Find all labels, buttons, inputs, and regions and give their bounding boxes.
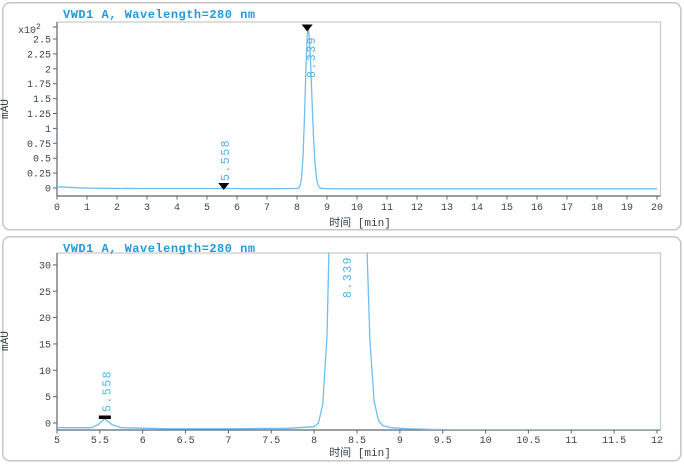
y-tick-label: 5 xyxy=(45,393,51,404)
peak-retention-label: 8.339 xyxy=(342,256,355,298)
y-tick-label: 2.5 xyxy=(33,36,51,47)
x-tick-label: 3 xyxy=(144,203,150,214)
y-axis-ticks: 0 0.25 0.5 0.75 1 1.25 1.5 1.75 2 2.25 2.5 xyxy=(27,26,57,196)
x-tick-label: 2 xyxy=(114,203,120,214)
x-tick-label: 9 xyxy=(397,436,403,447)
peak-marker-triangle xyxy=(301,24,313,32)
x-tick-label: 5.5 xyxy=(91,436,109,447)
panel-title-top: VWD1 A, Wavelength=280 nm xyxy=(63,8,256,22)
x-tick-label: 19 xyxy=(621,203,633,214)
x-tick-label: 7 xyxy=(264,203,270,214)
y-tick-label: 25 xyxy=(39,288,51,299)
chromatogram-trace xyxy=(57,27,657,190)
y-tick-label: 2 xyxy=(45,65,51,76)
peak-marker-dash xyxy=(98,415,111,419)
x-tick-label: 15 xyxy=(501,203,513,214)
x-tick-label: 10 xyxy=(480,436,492,447)
x-axis-title-bottom: 时间 [min] xyxy=(329,448,391,460)
y-tick-label: 30 xyxy=(39,261,51,272)
y-tick-label: 2.25 xyxy=(27,50,51,61)
x-tick-label: 0 xyxy=(54,203,60,214)
x-tick-label: 11 xyxy=(381,203,393,214)
y-tick-label: 1.25 xyxy=(27,110,51,121)
panel-border xyxy=(2,2,682,231)
peak-retention-label: 5.558 xyxy=(101,370,114,412)
peak-marker-triangle xyxy=(218,183,230,190)
plot-frame xyxy=(57,21,662,196)
x-tick-label: 1 xyxy=(84,203,90,214)
x-tick-label: 10.5 xyxy=(516,436,540,447)
y-tick-label: 1.75 xyxy=(27,80,51,91)
chromatogram-trace xyxy=(57,253,661,430)
x-tick-label: 5 xyxy=(204,203,210,214)
x-tick-label: 6 xyxy=(140,436,146,447)
x-axis-ticks: 5 5.5 6 6.5 7 7.5 8 8.5 9 9.5 10 10.5 11 11.5 12 xyxy=(54,430,663,447)
x-tick-label: 9.5 xyxy=(434,436,452,447)
y-tick-label: 15 xyxy=(39,340,51,351)
x-tick-label: 11 xyxy=(565,436,577,447)
y-tick-label: 10 xyxy=(39,367,51,378)
plot-frame xyxy=(57,252,662,430)
x-tick-label: 6.5 xyxy=(177,436,195,447)
y-tick-label: 0.25 xyxy=(27,170,51,181)
peak-retention-label: 5.558 xyxy=(220,139,233,181)
x-tick-label: 6 xyxy=(234,203,240,214)
x-tick-label: 12 xyxy=(651,436,663,447)
axis-lines xyxy=(56,253,661,431)
peak-retention-label: 8.339 xyxy=(306,36,319,78)
y-tick-label: 0.75 xyxy=(27,140,51,151)
x-tick-label: 17 xyxy=(561,203,573,214)
x-tick-label: 13 xyxy=(441,203,453,214)
x-tick-label: 8.5 xyxy=(348,436,366,447)
x-tick-label: 11.5 xyxy=(602,436,626,447)
y-axis-multiplier-exponent: 2 xyxy=(36,23,41,32)
panel-title-bottom: VWD1 A, Wavelength=280 nm xyxy=(63,242,256,256)
x-tick-label: 7.5 xyxy=(262,436,280,447)
x-tick-label: 14 xyxy=(471,203,483,214)
y-tick-label: 0.5 xyxy=(33,155,51,166)
x-tick-label: 8 xyxy=(294,203,300,214)
x-tick-label: 4 xyxy=(174,203,180,214)
y-tick-label: 0 xyxy=(45,185,51,196)
x-tick-label: 16 xyxy=(531,203,543,214)
y-tick-label: 20 xyxy=(39,314,51,325)
x-tick-label: 18 xyxy=(591,203,603,214)
y-tick-label: 1 xyxy=(45,125,51,136)
panel-border xyxy=(2,236,682,462)
x-tick-label: 20 xyxy=(651,203,663,214)
y-tick-label: 0 xyxy=(45,420,51,431)
axis-lines xyxy=(56,22,661,197)
y-tick-label: 1.5 xyxy=(33,95,51,106)
x-tick-label: 9 xyxy=(324,203,330,214)
y-axis-title-top: mAU xyxy=(0,99,12,119)
y-axis-title-bottom: mAU xyxy=(0,331,12,351)
y-axis-multiplier-base: x10 xyxy=(18,26,37,37)
y-axis-ticks: 0 5 10 15 20 25 30 xyxy=(39,261,57,431)
panel-1-plot: 0 1 2 3 4 5 6 7 8 9 10 11 12 13 14 15 16 17 18 19 2000.250.5… xyxy=(2,2,682,231)
x-tick-label: 10 xyxy=(351,203,363,214)
x-axis-ticks: 0 1 2 3 4 5 6 7 8 9 10 11 12 13 14 15 16 17 18 19 20 xyxy=(54,196,663,214)
x-tick-label: 7 xyxy=(225,436,231,447)
x-axis-title-top: 时间 [min] xyxy=(329,218,391,230)
y-axis-multiplier: x102 xyxy=(18,23,41,37)
x-tick-label: 8 xyxy=(311,436,317,447)
x-tick-label: 12 xyxy=(411,203,423,214)
x-tick-label: 5 xyxy=(54,436,60,447)
